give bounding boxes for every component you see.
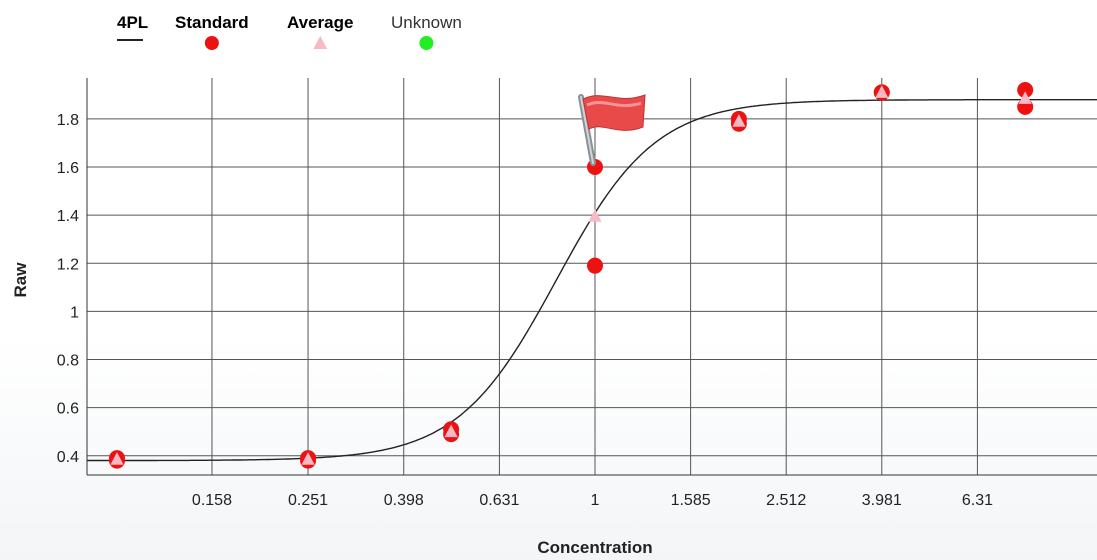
legend-item-standard[interactable]: Standard xyxy=(175,13,249,50)
axes xyxy=(86,78,1097,476)
y-tick-label: 1 xyxy=(70,304,79,321)
legend[interactable]: 4PL Standard Average Unknown xyxy=(117,13,462,50)
x-tick-label: 0.158 xyxy=(192,492,232,509)
x-axis-title: Concentration xyxy=(537,538,652,557)
average-point[interactable] xyxy=(875,85,889,98)
x-tick-label: 3.981 xyxy=(862,492,902,509)
legend-item-4pl[interactable]: 4PL xyxy=(117,13,148,41)
y-tick-label: 1.8 xyxy=(57,112,79,129)
y-tick-label: 1.4 xyxy=(57,208,79,225)
legend-triangle-marker xyxy=(313,36,328,49)
grid-lines xyxy=(87,78,1097,475)
average-point[interactable] xyxy=(588,209,602,222)
x-tick-label: 0.398 xyxy=(384,492,424,509)
x-tick-label: 1 xyxy=(591,492,600,509)
standard-point[interactable] xyxy=(587,257,603,274)
legend-label: Average xyxy=(287,13,353,32)
average-point[interactable] xyxy=(301,452,315,465)
annotations xyxy=(578,94,646,167)
x-tick-label: 6.31 xyxy=(962,492,993,509)
average-point[interactable] xyxy=(1018,91,1032,104)
x-tick-labels: 0.158 0.251 0.398 0.631 1 1.585 2.512 3.981 6.31 xyxy=(192,492,993,509)
y-tick-labels: 0.4 0.6 0.8 1 1.2 1.4 1.6 1.8 xyxy=(57,112,79,466)
average-point[interactable] xyxy=(110,452,124,465)
y-tick-label: 0.4 xyxy=(57,449,79,466)
flag-icon[interactable] xyxy=(578,94,646,167)
legend-label: Standard xyxy=(175,13,249,32)
y-axis-title: Raw xyxy=(11,262,30,298)
legend-label: 4PL xyxy=(117,13,148,32)
legend-circle-marker xyxy=(419,36,434,50)
y-tick-label: 0.6 xyxy=(57,401,79,418)
legend-circle-marker xyxy=(204,36,219,50)
standard-point[interactable] xyxy=(1017,82,1034,99)
data-points xyxy=(109,82,1034,469)
legend-item-average[interactable]: Average xyxy=(287,13,353,49)
x-tick-label: 0.251 xyxy=(288,492,328,509)
y-tick-label: 0.8 xyxy=(57,353,79,370)
y-tick-label: 1.2 xyxy=(57,256,79,273)
x-tick-label: 0.631 xyxy=(479,492,519,509)
average-point[interactable] xyxy=(732,114,746,127)
x-tick-label: 1.585 xyxy=(671,492,711,509)
legend-label: Unknown xyxy=(391,13,462,32)
x-tick-label: 2.512 xyxy=(766,492,806,509)
y-tick-label: 1.6 xyxy=(57,160,79,177)
legend-item-unknown[interactable]: Unknown xyxy=(391,13,462,50)
average-point[interactable] xyxy=(444,424,458,438)
